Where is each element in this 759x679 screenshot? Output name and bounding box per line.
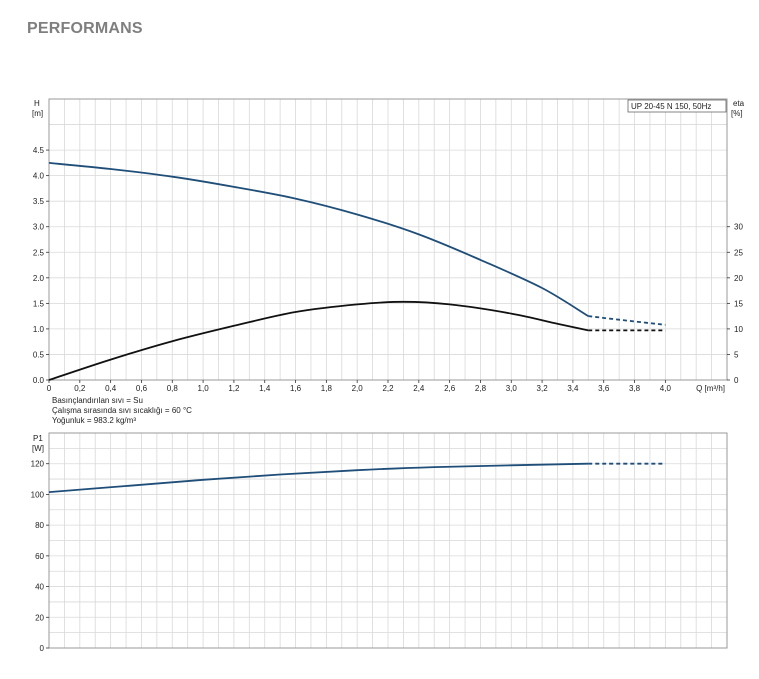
y-left-axis-unit: [m] — [32, 109, 43, 118]
x-tick-label: 0 — [47, 384, 52, 393]
x-tick-label: 0,8 — [167, 384, 179, 393]
legend-text: UP 20-45 N 150, 50Hz — [631, 102, 711, 111]
y-left-tick-label: 1.0 — [33, 325, 45, 334]
x-tick-label: 2,8 — [475, 384, 487, 393]
y-left-tick-label: 20 — [35, 613, 44, 622]
x-tick-label: 1,8 — [321, 384, 333, 393]
y-left-axis-label: P1 — [33, 434, 43, 443]
y-left-tick-label: 80 — [35, 521, 44, 530]
y-right-axis-unit: [%] — [731, 109, 743, 118]
y-left-tick-label: 60 — [35, 552, 44, 561]
y-left-tick-label: 100 — [31, 490, 45, 499]
y-left-tick-label: 40 — [35, 583, 44, 592]
head-curve-extension — [588, 315, 666, 326]
y-left-tick-label: 2.0 — [33, 274, 45, 283]
efficiency-curve — [48, 300, 589, 381]
y-right-tick-label: 10 — [734, 325, 743, 334]
y-right-tick-label: 25 — [734, 248, 743, 257]
y-left-tick-label: 4.0 — [33, 172, 45, 181]
x-tick-label: 1,2 — [228, 384, 240, 393]
power-curve — [48, 462, 589, 493]
head-curve — [48, 162, 589, 317]
x-tick-label: 3,8 — [629, 384, 641, 393]
x-tick-label: 0,4 — [105, 384, 117, 393]
y-left-tick-label: 0 — [40, 644, 45, 653]
x-tick-label: 1,4 — [259, 384, 271, 393]
x-tick-label: 0,2 — [74, 384, 86, 393]
condition-note: Yoğunluk = 983.2 kg/m³ — [52, 416, 136, 425]
x-tick-label: 2,2 — [382, 384, 394, 393]
legend-box — [627, 99, 727, 113]
x-tick-label: 3,2 — [537, 384, 549, 393]
x-tick-label: 2,0 — [352, 384, 364, 393]
y-left-tick-label: 0.5 — [33, 350, 45, 359]
x-tick-label: 3,4 — [567, 384, 579, 393]
x-axis-label: Q [m³/h] — [696, 384, 725, 393]
y-left-tick-label: 120 — [31, 460, 45, 469]
condition-note: Çalışma sırasında sıvı sıcaklığı = 60 °C — [52, 406, 192, 415]
x-tick-label: 2,6 — [444, 384, 456, 393]
condition-note: Basınçlandırılan sıvı = Su — [52, 396, 143, 405]
x-tick-label: 4,0 — [660, 384, 672, 393]
y-left-axis-label: H — [34, 99, 40, 108]
y-left-axis-unit: [W] — [32, 444, 44, 453]
y-left-tick-label: 0.0 — [33, 376, 45, 385]
x-tick-label: 1,0 — [198, 384, 210, 393]
y-right-tick-label: 0 — [734, 376, 739, 385]
y-left-tick-label: 1.5 — [33, 299, 45, 308]
y-right-axis-label: eta — [733, 99, 745, 108]
y-right-tick-label: 15 — [734, 299, 743, 308]
y-left-tick-label: 4.5 — [33, 146, 45, 155]
x-tick-label: 3,6 — [598, 384, 610, 393]
y-right-tick-label: 20 — [734, 274, 743, 283]
x-tick-label: 3,0 — [506, 384, 518, 393]
y-left-tick-label: 3.5 — [33, 197, 45, 206]
y-right-tick-label: 5 — [734, 350, 739, 359]
y-right-tick-label: 30 — [734, 223, 743, 232]
y-left-tick-label: 2.5 — [33, 248, 45, 257]
x-tick-label: 0,6 — [136, 384, 148, 393]
x-tick-label: 1,6 — [290, 384, 302, 393]
y-left-tick-label: 3.0 — [33, 223, 45, 232]
plot-frame — [48, 432, 728, 649]
x-tick-label: 2,4 — [413, 384, 425, 393]
page-title: PERFORMANS — [27, 20, 143, 37]
